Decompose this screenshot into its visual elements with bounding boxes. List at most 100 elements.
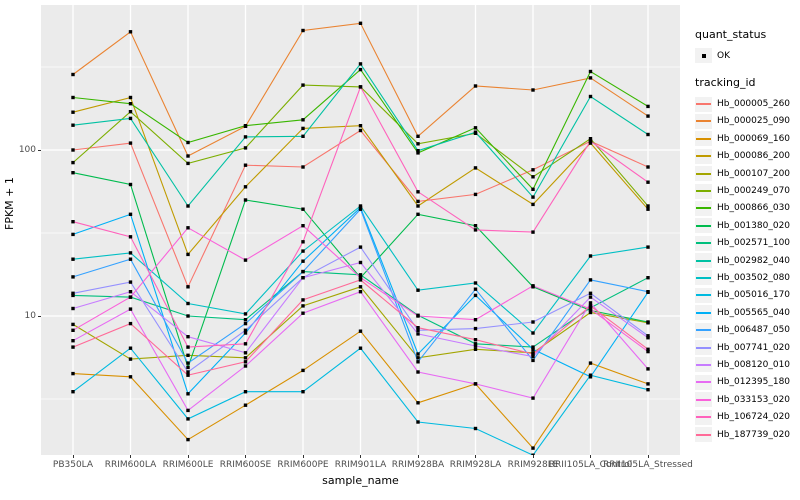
legend-label: Hb_106724_020: [717, 412, 791, 423]
data-point: [71, 123, 75, 127]
legend-label: Hb_000025_090: [717, 116, 791, 127]
data-point: [358, 273, 363, 277]
data-point: [243, 321, 248, 326]
legend-key: [695, 340, 712, 356]
legend-label: Hb_001380_020: [717, 220, 791, 231]
x-tick-label: RRIM600LE: [162, 460, 214, 470]
data-point: [128, 321, 133, 326]
x-tick-mark: [360, 455, 361, 458]
data-point: [473, 338, 478, 342]
legend-key: [695, 200, 712, 216]
x-tick-label: RRIM928BA: [391, 460, 445, 470]
legend-key: [695, 409, 712, 425]
legend-item: Hb_187739_020: [695, 426, 799, 443]
x-tick-mark: [72, 455, 74, 458]
data-point: [358, 128, 363, 133]
data-point: [186, 252, 190, 257]
data-point: [186, 392, 190, 396]
x-tick-mark: [647, 455, 649, 458]
data-point: [588, 69, 593, 74]
chart-svg: [41, 5, 680, 457]
data-point: [128, 357, 133, 361]
legend-title-tracking-id: tracking_id: [695, 76, 756, 90]
data-point: [646, 290, 650, 294]
data-point: [531, 88, 535, 92]
data-point: [71, 371, 75, 376]
data-point: [71, 160, 75, 165]
legend-key: [695, 322, 712, 338]
data-point: [301, 28, 305, 33]
legend-item: Hb_000249_070: [695, 182, 799, 199]
data-point: [646, 114, 650, 118]
legend-key-line: [696, 190, 711, 193]
data-point: [186, 140, 190, 145]
data-point: [71, 328, 75, 332]
data-point: [473, 224, 478, 228]
data-point: [243, 146, 248, 150]
data-point: [358, 285, 363, 289]
data-point: [473, 342, 478, 346]
data-point: [128, 346, 133, 350]
legend-key: [695, 392, 712, 408]
data-point: [473, 84, 478, 88]
x-tick-mark: [302, 455, 304, 458]
legend-key: [695, 166, 712, 182]
legend-item: Hb_001380_020: [695, 217, 799, 234]
data-point: [128, 307, 133, 311]
legend-item: Hb_005565_040: [695, 304, 799, 321]
data-point: [416, 134, 420, 138]
data-point: [243, 318, 248, 322]
data-point: [71, 322, 75, 327]
legend-item: Hb_002571_100: [695, 235, 799, 252]
legend-key-line: [696, 120, 711, 123]
data-point: [128, 30, 133, 34]
legend-spacer: [695, 64, 799, 76]
x-tick-mark: [532, 455, 534, 458]
data-point: [186, 285, 190, 289]
data-point: [301, 298, 305, 302]
data-point: [243, 258, 248, 262]
legend-key-line: [696, 346, 711, 349]
data-point: [243, 360, 248, 364]
data-point: [301, 311, 305, 315]
legend-key-line: [696, 242, 711, 245]
data-point: [243, 364, 248, 368]
data-point: [531, 354, 535, 359]
data-point: [71, 95, 75, 100]
data-point: [531, 195, 535, 199]
data-point: [301, 83, 305, 87]
legend-key-line: [696, 294, 711, 297]
legend-label: Hb_002571_100: [717, 238, 791, 249]
legend-label: Hb_006487_050: [717, 325, 791, 336]
legend-key: [695, 374, 712, 390]
data-point: [588, 141, 593, 145]
data-point: [473, 166, 478, 170]
data-point: [473, 344, 478, 348]
data-point: [186, 301, 190, 306]
legend-label: Hb_003502_080: [717, 272, 791, 283]
data-point: [358, 278, 363, 282]
data-point: [588, 361, 593, 365]
data-point: [416, 314, 420, 318]
data-point: [186, 345, 190, 349]
data-point: [358, 124, 363, 128]
legend-key-line: [696, 433, 711, 436]
data-point: [646, 334, 650, 338]
data-point: [473, 318, 478, 322]
legend-item: Hb_006487_050: [695, 321, 799, 338]
data-point: [416, 420, 420, 424]
legend-key: [695, 305, 712, 321]
legend-label: Hb_007741_020: [717, 342, 791, 353]
x-tick-label: RRII105LA_Stressed: [603, 460, 693, 470]
x-tick-label: PB350LA: [52, 460, 94, 470]
data-point: [531, 358, 535, 363]
data-point: [588, 94, 593, 99]
data-point: [473, 326, 478, 331]
data-point: [531, 331, 535, 335]
data-point: [531, 284, 535, 288]
legend-key-line: [696, 103, 711, 106]
legend-key: [695, 253, 712, 269]
data-point: [588, 254, 593, 258]
legend-item: Hb_000107_200: [695, 165, 799, 182]
